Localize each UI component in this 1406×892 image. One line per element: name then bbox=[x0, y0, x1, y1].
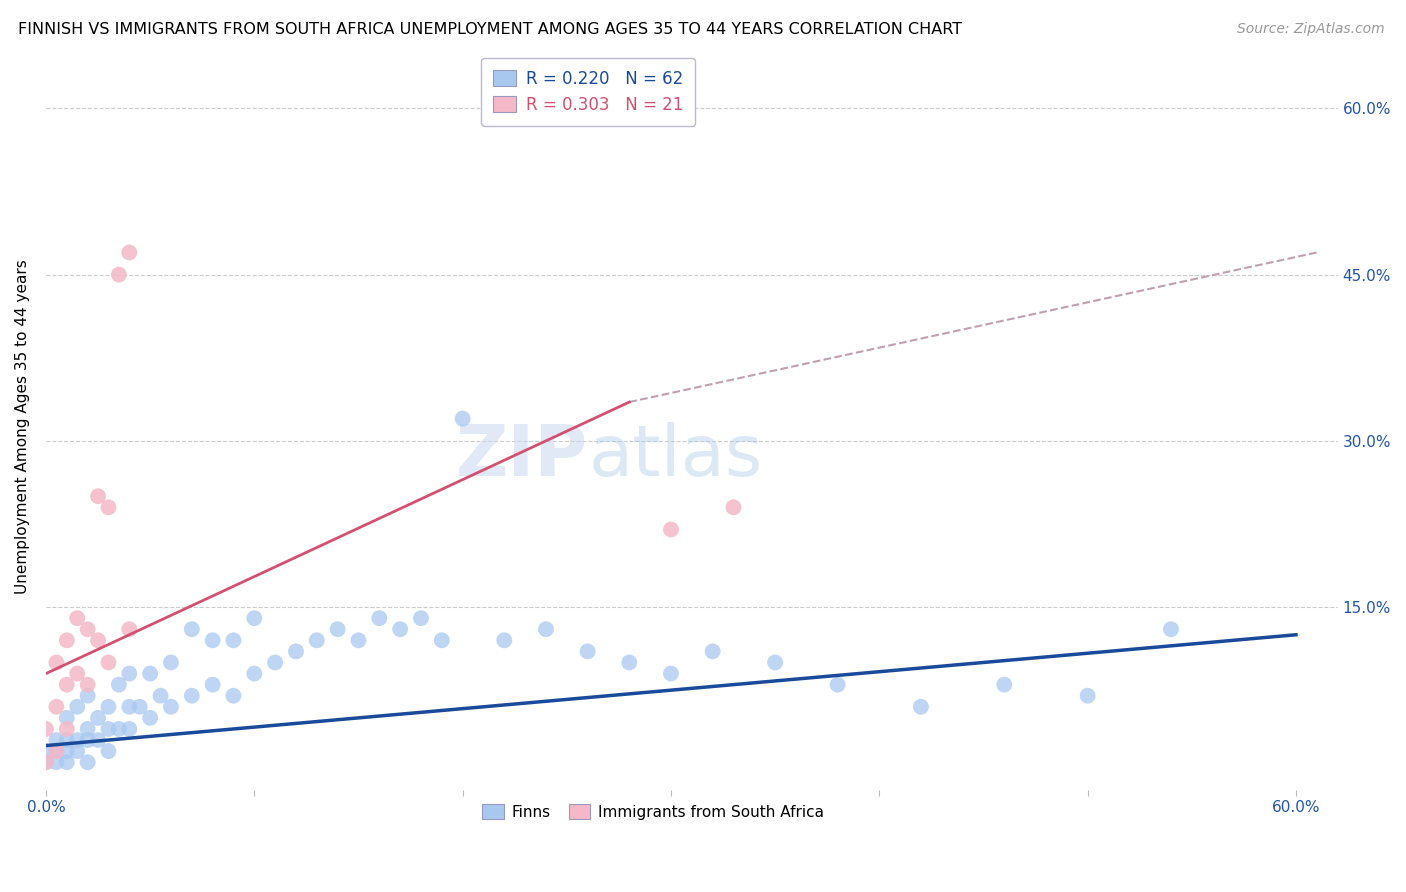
Point bbox=[763, 656, 786, 670]
Point bbox=[76, 733, 98, 747]
Point bbox=[66, 699, 89, 714]
Point bbox=[108, 268, 131, 282]
Point bbox=[97, 744, 120, 758]
Legend: Finns, Immigrants from South Africa: Finns, Immigrants from South Africa bbox=[477, 798, 830, 826]
Point bbox=[160, 699, 183, 714]
Point bbox=[326, 622, 349, 636]
Point bbox=[201, 678, 224, 692]
Point bbox=[97, 500, 120, 515]
Point bbox=[180, 689, 202, 703]
Point bbox=[35, 722, 58, 736]
Point bbox=[66, 611, 89, 625]
Point bbox=[305, 633, 328, 648]
Point bbox=[1160, 622, 1182, 636]
Point bbox=[347, 633, 370, 648]
Point bbox=[45, 699, 67, 714]
Point bbox=[534, 622, 557, 636]
Text: Source: ZipAtlas.com: Source: ZipAtlas.com bbox=[1237, 22, 1385, 37]
Point bbox=[910, 699, 932, 714]
Point bbox=[222, 689, 245, 703]
Point bbox=[118, 245, 141, 260]
Point bbox=[56, 678, 79, 692]
Point bbox=[45, 656, 67, 670]
Point bbox=[76, 755, 98, 769]
Point bbox=[702, 644, 724, 658]
Point bbox=[45, 755, 67, 769]
Point bbox=[87, 633, 110, 648]
Point bbox=[118, 666, 141, 681]
Point bbox=[56, 722, 79, 736]
Point bbox=[659, 666, 682, 681]
Point bbox=[659, 523, 682, 537]
Point bbox=[1077, 689, 1099, 703]
Point bbox=[149, 689, 172, 703]
Point bbox=[285, 644, 308, 658]
Point bbox=[97, 722, 120, 736]
Point bbox=[35, 744, 58, 758]
Point bbox=[66, 666, 89, 681]
Point bbox=[56, 711, 79, 725]
Point bbox=[108, 722, 131, 736]
Point bbox=[409, 611, 432, 625]
Text: FINNISH VS IMMIGRANTS FROM SOUTH AFRICA UNEMPLOYMENT AMONG AGES 35 TO 44 YEARS C: FINNISH VS IMMIGRANTS FROM SOUTH AFRICA … bbox=[18, 22, 962, 37]
Point bbox=[45, 733, 67, 747]
Text: ZIP: ZIP bbox=[456, 422, 589, 491]
Point bbox=[76, 678, 98, 692]
Point bbox=[139, 711, 162, 725]
Point bbox=[264, 656, 287, 670]
Point bbox=[368, 611, 391, 625]
Point bbox=[76, 689, 98, 703]
Point bbox=[87, 489, 110, 503]
Text: atlas: atlas bbox=[589, 422, 763, 491]
Point bbox=[118, 722, 141, 736]
Y-axis label: Unemployment Among Ages 35 to 44 years: Unemployment Among Ages 35 to 44 years bbox=[15, 260, 30, 594]
Point bbox=[35, 755, 58, 769]
Point bbox=[35, 755, 58, 769]
Point bbox=[76, 722, 98, 736]
Point bbox=[128, 699, 150, 714]
Point bbox=[139, 666, 162, 681]
Point bbox=[243, 611, 266, 625]
Point bbox=[118, 622, 141, 636]
Point bbox=[723, 500, 745, 515]
Point bbox=[160, 656, 183, 670]
Point bbox=[576, 644, 599, 658]
Point bbox=[56, 744, 79, 758]
Point bbox=[180, 622, 202, 636]
Point bbox=[201, 633, 224, 648]
Point bbox=[97, 656, 120, 670]
Point bbox=[389, 622, 412, 636]
Point bbox=[827, 678, 849, 692]
Point bbox=[108, 678, 131, 692]
Point bbox=[619, 656, 641, 670]
Point bbox=[87, 733, 110, 747]
Point bbox=[56, 633, 79, 648]
Point bbox=[76, 622, 98, 636]
Point bbox=[97, 699, 120, 714]
Point bbox=[993, 678, 1015, 692]
Point bbox=[451, 411, 474, 425]
Point bbox=[222, 633, 245, 648]
Point bbox=[45, 744, 67, 758]
Point bbox=[56, 733, 79, 747]
Point bbox=[243, 666, 266, 681]
Point bbox=[430, 633, 453, 648]
Point bbox=[87, 711, 110, 725]
Point bbox=[494, 633, 516, 648]
Point bbox=[66, 744, 89, 758]
Point bbox=[56, 755, 79, 769]
Point bbox=[118, 699, 141, 714]
Point bbox=[45, 744, 67, 758]
Point bbox=[66, 733, 89, 747]
